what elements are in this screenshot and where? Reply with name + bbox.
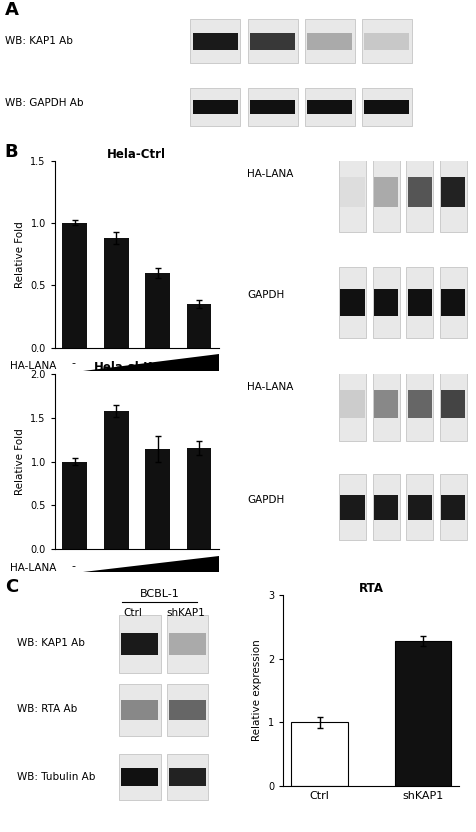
Bar	[307, 100, 352, 114]
Text: BCBL-1: BCBL-1	[139, 589, 179, 599]
Bar	[119, 615, 160, 672]
Bar	[121, 769, 159, 786]
Bar	[362, 88, 412, 126]
Bar	[169, 700, 207, 720]
Bar	[440, 368, 466, 441]
Bar	[407, 177, 432, 207]
Bar	[373, 267, 399, 339]
Title: Hela-Ctrl: Hela-Ctrl	[108, 147, 166, 161]
Text: WB: KAP1 Ab: WB: KAP1 Ab	[17, 638, 84, 648]
Bar	[121, 633, 159, 655]
Text: HA-LANA: HA-LANA	[248, 169, 294, 179]
Bar	[168, 615, 208, 672]
Bar	[187, 448, 211, 549]
Bar	[307, 32, 352, 50]
Text: Ctrl: Ctrl	[124, 607, 142, 617]
Text: GAPDH: GAPDH	[248, 290, 285, 300]
Bar	[119, 754, 160, 800]
Bar	[187, 304, 211, 348]
Text: WB: KAP1 Ab: WB: KAP1 Ab	[5, 36, 73, 47]
Bar	[364, 32, 409, 50]
Bar	[374, 290, 398, 316]
Text: WB: GAPDH Ab: WB: GAPDH Ab	[5, 98, 83, 108]
Bar	[406, 267, 433, 339]
Bar	[121, 700, 159, 720]
Bar	[374, 390, 398, 418]
Y-axis label: Relative Fold: Relative Fold	[15, 428, 25, 495]
Bar	[169, 769, 207, 786]
Text: C: C	[5, 578, 18, 597]
Bar	[440, 267, 466, 339]
Bar	[440, 474, 466, 541]
Bar	[339, 368, 366, 441]
Bar	[119, 684, 160, 736]
Bar	[248, 19, 298, 63]
Bar	[62, 462, 87, 549]
Title: RTA: RTA	[359, 582, 384, 595]
Bar	[441, 290, 465, 316]
Bar	[305, 88, 355, 126]
Bar	[406, 368, 433, 441]
Text: WB: Tubulin Ab: WB: Tubulin Ab	[17, 772, 95, 782]
Bar	[193, 100, 238, 114]
Bar	[441, 390, 465, 418]
Bar	[339, 267, 366, 339]
Bar	[193, 32, 238, 50]
Bar	[250, 100, 295, 114]
Bar	[373, 153, 399, 231]
Bar	[407, 390, 432, 418]
Text: B: B	[5, 143, 19, 161]
Bar	[395, 641, 451, 786]
Bar	[339, 153, 366, 231]
Bar	[373, 368, 399, 441]
Bar	[340, 290, 365, 316]
Bar	[407, 290, 432, 316]
Bar	[145, 273, 170, 348]
Bar	[340, 494, 365, 520]
Text: GAPDH: GAPDH	[248, 495, 285, 505]
Bar	[374, 177, 398, 207]
Bar	[339, 474, 366, 541]
Bar	[169, 633, 207, 655]
Polygon shape	[83, 354, 219, 371]
Text: HA-LANA: HA-LANA	[248, 382, 294, 392]
Bar	[291, 722, 348, 786]
Polygon shape	[83, 556, 219, 572]
Text: HA-LANA: HA-LANA	[10, 361, 56, 371]
Bar	[406, 474, 433, 541]
Bar	[250, 32, 295, 50]
Text: shKAP1: shKAP1	[166, 607, 205, 617]
Bar	[340, 390, 365, 418]
Bar	[305, 19, 355, 63]
Title: Hela-shKAP1: Hela-shKAP1	[94, 361, 179, 374]
Y-axis label: Relative Fold: Relative Fold	[15, 220, 25, 288]
Bar	[190, 88, 240, 126]
Bar	[374, 494, 398, 520]
Bar	[62, 223, 87, 348]
Y-axis label: Relative expression: Relative expression	[252, 640, 262, 741]
Bar	[364, 100, 409, 114]
Bar	[441, 177, 465, 207]
Bar	[168, 684, 208, 736]
Text: A: A	[5, 2, 19, 19]
Bar	[145, 448, 170, 549]
Bar	[248, 88, 298, 126]
Bar	[104, 238, 129, 348]
Bar	[168, 754, 208, 800]
Text: HA-LANA: HA-LANA	[10, 563, 56, 573]
Bar	[104, 411, 129, 549]
Bar	[190, 19, 240, 63]
Text: WB: RTA Ab: WB: RTA Ab	[17, 704, 77, 714]
Bar	[440, 153, 466, 231]
Bar	[407, 494, 432, 520]
Text: -: -	[72, 561, 76, 571]
Bar	[362, 19, 412, 63]
Bar	[373, 474, 399, 541]
Bar	[441, 494, 465, 520]
Text: -: -	[72, 359, 76, 369]
Bar	[340, 177, 365, 207]
Bar	[406, 153, 433, 231]
